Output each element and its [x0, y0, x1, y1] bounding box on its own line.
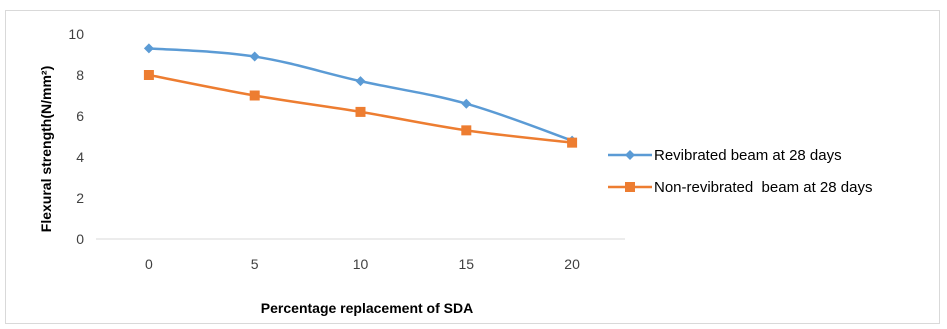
x-tick-label: 20 — [564, 256, 580, 272]
legend-label: Non-revibrated beam at 28 days — [654, 179, 872, 196]
y-tick-label: 4 — [76, 149, 84, 165]
data-point-marker — [567, 137, 578, 148]
x-axis-title: Percentage replacement of SDA — [261, 300, 473, 316]
chart-frame — [5, 10, 940, 324]
x-tick-label: 15 — [459, 256, 475, 272]
legend: Revibrated beam at 28 days Non-revibrated… — [608, 147, 872, 196]
data-point-marker — [461, 125, 472, 136]
y-tick-label: 8 — [76, 67, 84, 83]
y-tick-label: 6 — [76, 108, 84, 124]
x-tick-label: 5 — [251, 256, 259, 272]
series-2 — [143, 70, 578, 148]
legend-marker — [625, 182, 635, 192]
legend-item: Non-revibrated beam at 28 days — [608, 179, 872, 196]
series-line — [148, 47, 573, 142]
y-axis-title: Flexural strength(N/mm²) — [38, 66, 54, 232]
legend-label: Revibrated beam at 28 days — [654, 147, 842, 164]
y-tick-label: 2 — [76, 190, 84, 206]
x-tick-label: 10 — [353, 256, 369, 272]
data-point-marker — [355, 106, 366, 117]
legend-marker — [625, 150, 635, 160]
data-point-marker — [355, 76, 366, 87]
data-point-marker — [249, 90, 260, 101]
x-tick-label: 0 — [145, 256, 153, 272]
y-tick-label: 10 — [68, 26, 84, 42]
legend-item: Revibrated beam at 28 days — [608, 147, 842, 164]
series-1 — [143, 43, 578, 146]
x-axis-ticks: 0 5 10 15 20 — [145, 256, 580, 272]
y-axis-ticks: 0 2 4 6 8 10 — [68, 26, 84, 247]
data-point-marker — [143, 43, 154, 54]
data-point-marker — [143, 70, 154, 80]
series-layer — [143, 43, 578, 148]
data-point-marker — [461, 98, 472, 109]
data-point-marker — [249, 51, 260, 62]
y-tick-label: 0 — [76, 231, 84, 247]
